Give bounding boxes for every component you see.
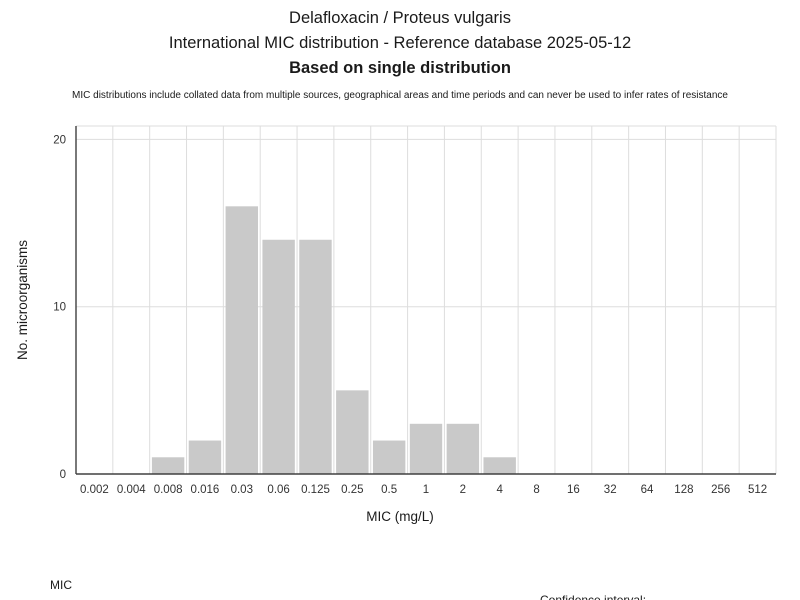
y-tick-label-10: 10 — [53, 302, 66, 314]
x-tick-label-1: 1 — [423, 484, 429, 496]
bar-mic-0.125 — [299, 239, 332, 474]
x-tick-label-64: 64 — [641, 484, 654, 496]
bar-mic-2 — [446, 423, 480, 474]
x-tick-label-2: 2 — [460, 484, 466, 496]
x-tick-label-0.008: 0.008 — [154, 484, 183, 496]
x-tick-label-0.03: 0.03 — [231, 484, 253, 496]
chart-title-database: International MIC distribution - Referen… — [168, 34, 632, 52]
bar-mic-0.016 — [188, 440, 222, 474]
x-tick-label-4: 4 — [496, 484, 503, 496]
x-tick-label-32: 32 — [604, 484, 617, 496]
mic-histogram: 0 10 20 0.002 0.004 0.008 0.016 0.03 0.06 0.125 0.… — [15, 125, 777, 524]
bar-mic-0.008 — [151, 457, 185, 474]
x-tick-label-0.002: 0.002 — [80, 484, 109, 496]
x-axis-title: MIC (mg/L) — [366, 509, 434, 524]
footer-mic-label: MIC — [50, 578, 72, 592]
x-tick-label-0.25: 0.25 — [341, 484, 363, 496]
chart-header: Delafloxacin / Proteus vulgaris Internat… — [0, 6, 800, 81]
footer-confidence-interval: Confidence interval: - — [540, 592, 654, 600]
x-tick-label-0.125: 0.125 — [301, 484, 330, 496]
y-axis-title: No. microorganisms — [15, 240, 30, 360]
chart-title-agent-organism: Delafloxacin / Proteus vulgaris — [289, 9, 511, 27]
chart-title-distribution-type: Based on single distribution — [289, 59, 511, 77]
footer-left: MIC Epidemiological cut-off (ECOFF): ID … — [50, 549, 241, 600]
bar-mic-1 — [409, 423, 443, 474]
bar-mic-0.03 — [225, 206, 258, 475]
footer-right: Confidence interval: - 61 observations — [540, 564, 653, 600]
bar-mic-4 — [483, 457, 516, 474]
x-tick-label-0.004: 0.004 — [117, 484, 146, 496]
y-tick-label-0: 0 — [60, 469, 66, 481]
x-tick-label-0.06: 0.06 — [267, 484, 289, 496]
x-tick-label-8: 8 — [533, 484, 539, 496]
y-tick-label-20: 20 — [53, 134, 66, 146]
x-tick-label-0.5: 0.5 — [381, 484, 397, 496]
x-tick-label-128: 128 — [674, 484, 693, 496]
x-tick-label-16: 16 — [567, 484, 580, 496]
bar-mic-0.5 — [372, 440, 406, 474]
x-tick-label-512: 512 — [748, 484, 767, 496]
bar-mic-0.25 — [336, 390, 369, 474]
x-tick-label-0.016: 0.016 — [191, 484, 220, 496]
chart-disclaimer: MIC distributions include collated data … — [72, 90, 728, 101]
x-tick-label-256: 256 — [711, 484, 730, 496]
bar-mic-0.06 — [262, 239, 295, 474]
